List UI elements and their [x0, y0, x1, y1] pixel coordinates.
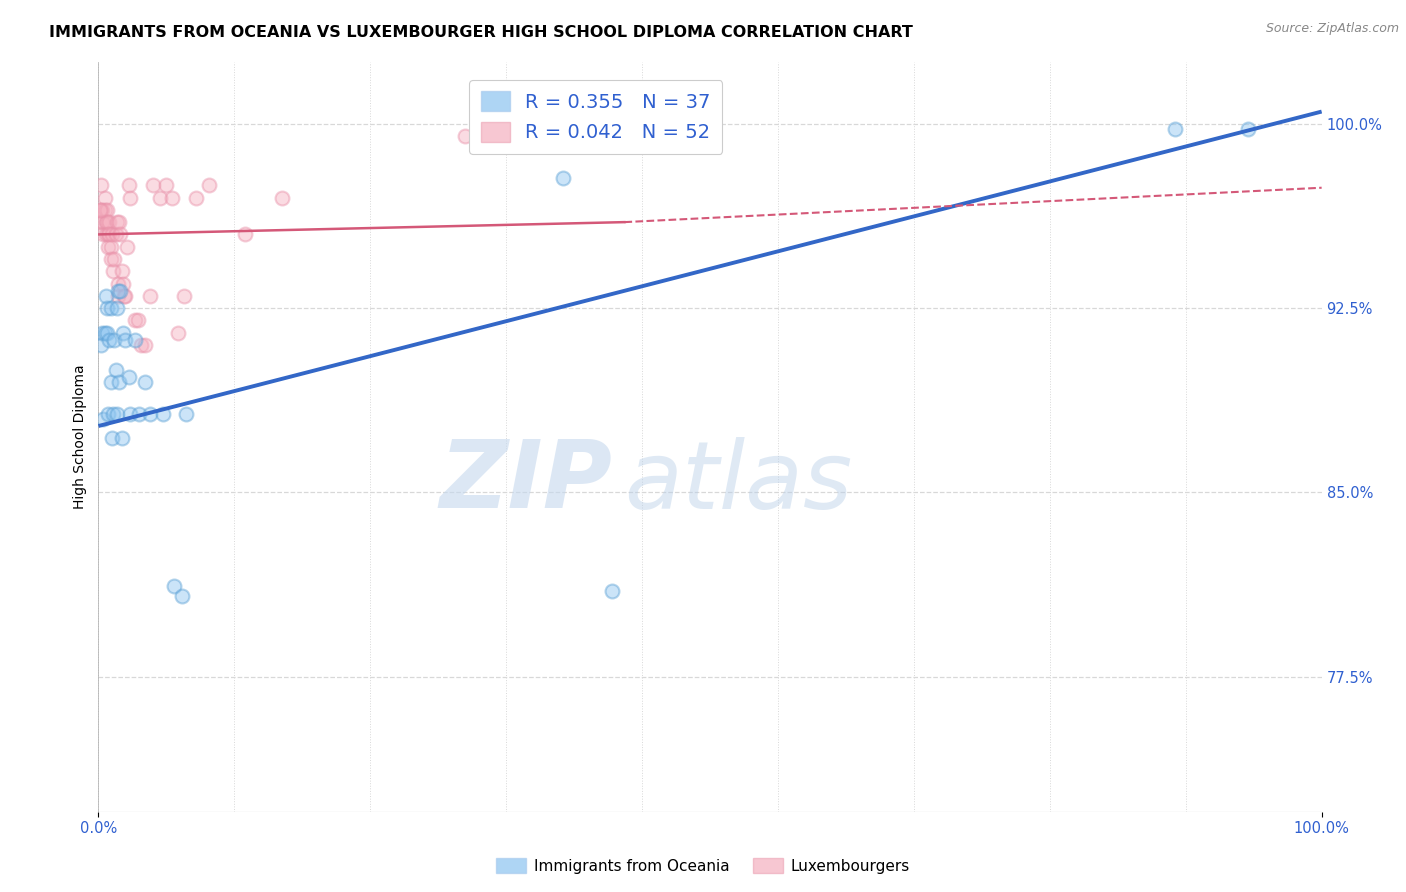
Point — [142, 178, 165, 193]
Text: atlas: atlas — [624, 436, 852, 527]
Point — [105, 407, 128, 421]
Point — [110, 227, 132, 242]
Legend: Immigrants from Oceania, Luxembourgers: Immigrants from Oceania, Luxembourgers — [489, 852, 917, 880]
Point — [91, 215, 114, 229]
Point — [101, 431, 124, 445]
Point — [93, 190, 115, 204]
Point — [94, 215, 117, 229]
Point — [114, 333, 136, 347]
Point — [115, 240, 138, 254]
Point — [173, 289, 195, 303]
Point — [600, 583, 623, 598]
Point — [139, 407, 162, 421]
Point — [97, 240, 120, 254]
Point — [111, 277, 134, 291]
Point — [233, 227, 256, 242]
Point — [91, 326, 114, 340]
Point — [160, 190, 183, 204]
Point — [96, 215, 118, 229]
Point — [90, 338, 112, 352]
Point — [170, 589, 193, 603]
Point — [98, 333, 121, 347]
Legend: R = 0.355   N = 37, R = 0.042   N = 52: R = 0.355 N = 37, R = 0.042 N = 52 — [470, 79, 723, 153]
Point — [103, 333, 125, 347]
Point — [553, 170, 575, 185]
Point — [118, 370, 141, 384]
Text: IMMIGRANTS FROM OCEANIA VS LUXEMBOURGER HIGH SCHOOL DIPLOMA CORRELATION CHART: IMMIGRANTS FROM OCEANIA VS LUXEMBOURGER … — [49, 26, 914, 40]
Point — [90, 202, 112, 217]
Point — [149, 190, 172, 204]
Point — [100, 301, 122, 315]
Point — [93, 326, 115, 340]
Point — [93, 202, 115, 217]
Point — [127, 313, 149, 327]
Point — [270, 190, 294, 204]
Point — [101, 227, 124, 242]
Text: Source: ZipAtlas.com: Source: ZipAtlas.com — [1265, 22, 1399, 36]
Y-axis label: High School Diploma: High School Diploma — [73, 365, 87, 509]
Point — [108, 375, 131, 389]
Point — [120, 407, 142, 421]
Point — [118, 178, 141, 193]
Point — [94, 227, 117, 242]
Point — [134, 375, 156, 389]
Point — [129, 338, 152, 352]
Point — [120, 190, 142, 204]
Point — [90, 178, 112, 193]
Point — [103, 252, 125, 266]
Point — [107, 277, 129, 291]
Point — [107, 289, 129, 303]
Point — [96, 301, 118, 315]
Point — [197, 178, 219, 193]
Point — [124, 313, 146, 327]
Point — [1237, 121, 1260, 136]
Point — [124, 333, 146, 347]
Point — [100, 252, 122, 266]
Point — [105, 301, 128, 315]
Point — [176, 407, 198, 421]
Point — [104, 362, 127, 376]
Point — [91, 411, 114, 425]
Point — [107, 284, 129, 298]
Point — [454, 129, 477, 144]
Point — [155, 178, 177, 193]
Point — [478, 129, 501, 144]
Point — [1164, 121, 1187, 136]
Point — [167, 326, 190, 340]
Point — [91, 202, 114, 217]
Point — [111, 264, 134, 278]
Text: ZIP: ZIP — [439, 436, 612, 528]
Point — [91, 215, 114, 229]
Point — [134, 338, 156, 352]
Point — [100, 375, 122, 389]
Point — [94, 289, 117, 303]
Point — [128, 407, 150, 421]
Point — [89, 202, 111, 217]
Point — [108, 215, 131, 229]
Point — [186, 190, 208, 204]
Point — [97, 407, 120, 421]
Point — [112, 289, 135, 303]
Point — [91, 227, 114, 242]
Point — [101, 264, 124, 278]
Point — [152, 407, 174, 421]
Point — [163, 579, 186, 593]
Point — [111, 326, 134, 340]
Point — [104, 227, 127, 242]
Point — [96, 326, 118, 340]
Point — [139, 289, 162, 303]
Point — [110, 284, 132, 298]
Point — [105, 215, 128, 229]
Point — [96, 202, 118, 217]
Point — [111, 431, 134, 445]
Point — [98, 227, 121, 242]
Point — [114, 289, 136, 303]
Point — [98, 215, 121, 229]
Point — [100, 240, 122, 254]
Point — [101, 407, 124, 421]
Point — [97, 227, 120, 242]
